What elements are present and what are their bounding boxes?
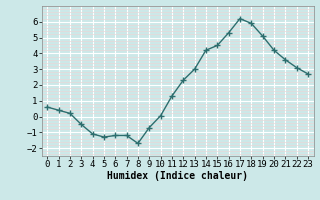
X-axis label: Humidex (Indice chaleur): Humidex (Indice chaleur) xyxy=(107,171,248,181)
